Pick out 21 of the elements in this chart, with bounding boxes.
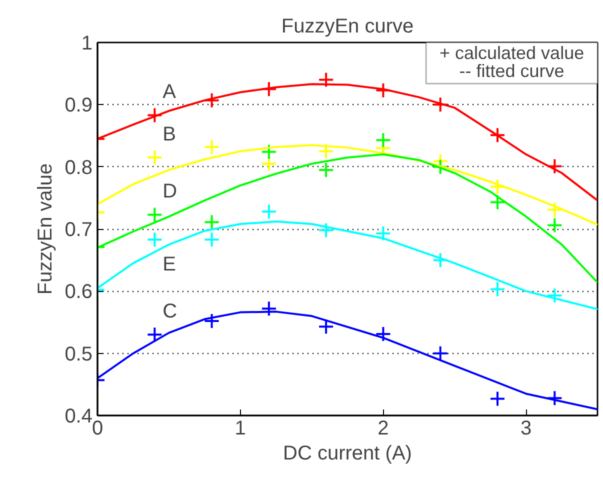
y-tick-label: 0.7 [64, 219, 93, 241]
annotation: -- fitted curve [459, 61, 564, 82]
series-label: A [162, 81, 177, 104]
x-axis-title: DC current (A) [283, 442, 412, 464]
y-axis-title: FuzzyEn value [34, 163, 57, 295]
y-tick-label: 0.9 [64, 94, 93, 117]
chart-title: FuzzyEn curve [281, 16, 414, 38]
series-label: B [162, 124, 176, 146]
x-tick-label: 2 [378, 418, 389, 440]
series-label: C [162, 300, 178, 323]
x-tick-label: 0 [92, 418, 104, 440]
y-tick-label: 0.8 [64, 156, 93, 179]
x-tick-label: 1 [234, 418, 246, 440]
y-tick-label: 0.4 [64, 406, 93, 428]
x-tick-label: 3 [520, 418, 532, 440]
y-tick-label: 0.5 [64, 343, 93, 366]
series-label: D [162, 180, 178, 203]
series-label: E [162, 254, 176, 276]
y-tick-label: 0.6 [64, 281, 93, 304]
annotation: + calculated value [439, 43, 584, 64]
y-tick-label: 1 [81, 32, 92, 54]
